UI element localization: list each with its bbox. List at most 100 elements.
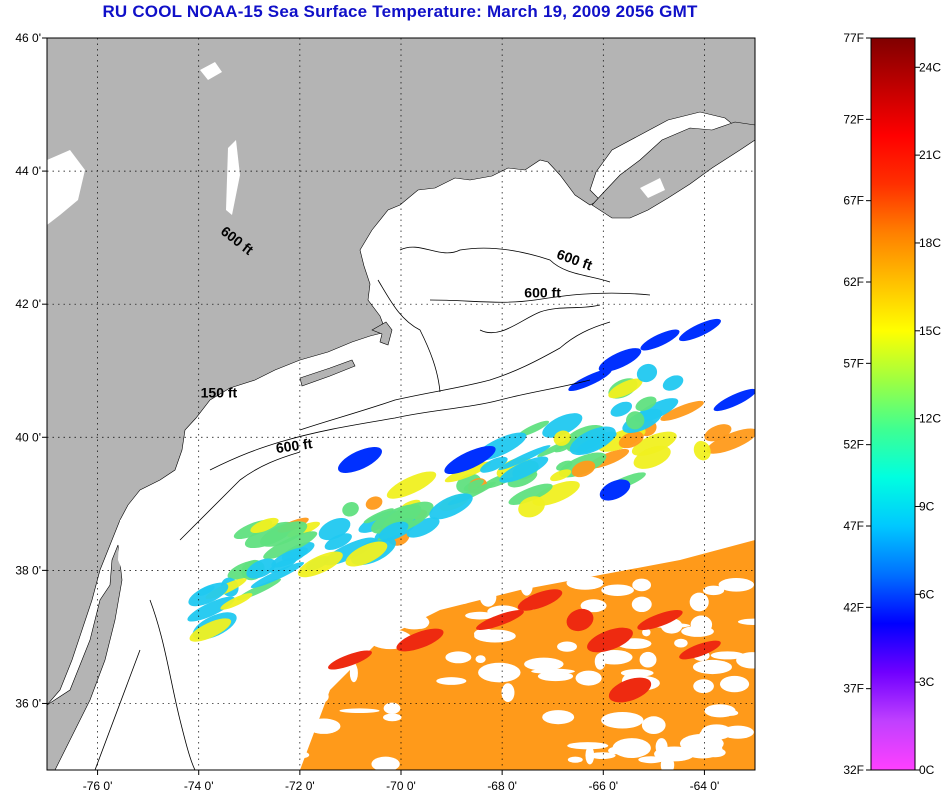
cloud-patch: [639, 651, 657, 668]
colorbar-c-label: 15C: [919, 324, 941, 338]
cloud-patch: [654, 746, 695, 762]
cloud-patch: [371, 756, 400, 770]
colorbar-ramp: [870, 37, 916, 771]
sst-cool-patch: [498, 445, 551, 471]
cloud-patch: [698, 728, 720, 744]
sst-cold-patch: [713, 388, 755, 412]
colorbar-f-label: 77F: [843, 31, 864, 45]
sst-cool-patch: [636, 363, 658, 383]
cloud-patch: [484, 637, 493, 642]
sst-cool-patch: [635, 396, 657, 412]
cloud-patch: [719, 675, 750, 693]
colorbar-f-label: 67F: [843, 194, 864, 208]
sst-cold-patch: [679, 318, 721, 342]
sst-cool-patch: [187, 596, 235, 622]
sst-cool-patch: [542, 413, 583, 438]
cloud-patch: [542, 710, 575, 725]
sst-warm-eddy: [328, 650, 372, 670]
lon-tick-label: -74 0': [184, 779, 214, 793]
cloud-patch: [567, 742, 609, 750]
sst-cool-patch: [318, 517, 351, 541]
cloud-patch: [575, 670, 602, 686]
sst-mid-patch: [706, 428, 755, 454]
axis-ticks: 46 0' 44 0' 42 0' 40 0' 38 0' 36 0' -76 0' -74 …: [15, 31, 719, 793]
cloud-patch: [368, 587, 387, 603]
lon-tick-label: -64 0': [690, 779, 720, 793]
sst-mid-patch: [365, 496, 383, 510]
lat-tick-label: 38 0': [15, 563, 41, 577]
sst-warm-eddy: [608, 677, 652, 703]
colorbar-c-label: 24C: [919, 60, 941, 74]
sst-cool-patch: [324, 533, 352, 550]
sst-warm-eddy: [587, 627, 633, 653]
sst-mid-patch: [342, 502, 359, 517]
lon-tick-label: -70 0': [386, 779, 416, 793]
cloud-patch: [660, 755, 675, 770]
cloud-patch: [452, 585, 473, 605]
sst-mid-patch: [550, 469, 572, 482]
sst-mid-patch: [518, 496, 545, 518]
lat-tick-label: 42 0': [15, 297, 41, 311]
bathymetry-contours: [94, 246, 651, 770]
sst-cool-patch: [429, 493, 473, 520]
sst-cool-patch: [378, 521, 409, 541]
sst-cool-patch: [371, 504, 422, 534]
cloud-patch: [737, 618, 755, 625]
sst-mid-patch: [633, 445, 671, 469]
cloud-patch: [620, 669, 654, 677]
cloud-patch: [307, 718, 341, 734]
lat-tick-label: 44 0': [15, 164, 41, 178]
cloud-patch: [693, 679, 714, 694]
cloud-patch: [585, 746, 595, 765]
lat-tick-label: 40 0': [15, 430, 41, 444]
lat-tick-label: 36 0': [15, 696, 41, 710]
cloud-patch: [436, 677, 467, 685]
sst-cold-patch: [444, 445, 496, 475]
graticule: [47, 38, 755, 770]
contour-label: 600 ft: [524, 285, 561, 301]
cloud-patch: [465, 611, 495, 620]
sst-mid-patch: [260, 521, 308, 547]
sst-cool-patch: [610, 401, 633, 417]
colorbar-c-label: 12C: [919, 412, 941, 426]
sst-warm-eddy: [517, 589, 563, 611]
cloud-patch: [330, 598, 343, 603]
cloud-patch: [319, 576, 350, 585]
cloud-patch: [703, 585, 725, 596]
cloud-patch: [537, 671, 574, 682]
lakes-layer: [47, 62, 665, 580]
cloud-patch: [608, 746, 623, 755]
colorbar-f-label: 57F: [843, 356, 864, 370]
lon-tick-label: -68 0': [487, 779, 517, 793]
cloud-patch: [736, 652, 755, 669]
cloud-patch: [328, 654, 343, 660]
cloud-patch: [689, 592, 709, 612]
sst-cool-patch: [518, 420, 550, 437]
sst-cool-patch: [553, 430, 571, 446]
colorbar-c-label: 0C: [919, 763, 935, 777]
sst-cool-patch: [499, 456, 549, 483]
cloud-patch: [473, 628, 496, 640]
colorbar-c-label: 9C: [919, 499, 935, 513]
sst-cool-patch: [345, 541, 388, 567]
lon-tick-label: -66 0': [588, 779, 618, 793]
sst-cool-patch: [608, 378, 643, 399]
cloud-patch: [601, 584, 634, 596]
sst-cold-patch: [599, 479, 631, 501]
sst-cool-patch: [188, 582, 229, 607]
colorbar-f-label: 52F: [843, 438, 864, 452]
cloud-patch: [632, 578, 652, 592]
colorbar-f-label: 37F: [843, 682, 864, 696]
cloud-patch: [710, 651, 745, 660]
sst-mid-patch: [508, 483, 553, 506]
sst-cool-patch: [250, 562, 305, 589]
cloud-patch: [642, 628, 651, 637]
cloud-patch: [478, 662, 521, 683]
sst-cool-patch: [386, 471, 437, 499]
sst-cool-patch: [662, 375, 684, 391]
cloud-patch: [445, 651, 472, 664]
colorbar-c-label: 6C: [919, 587, 935, 601]
colorbar-f-label: 42F: [843, 600, 864, 614]
sst-cool-patch: [406, 517, 440, 538]
